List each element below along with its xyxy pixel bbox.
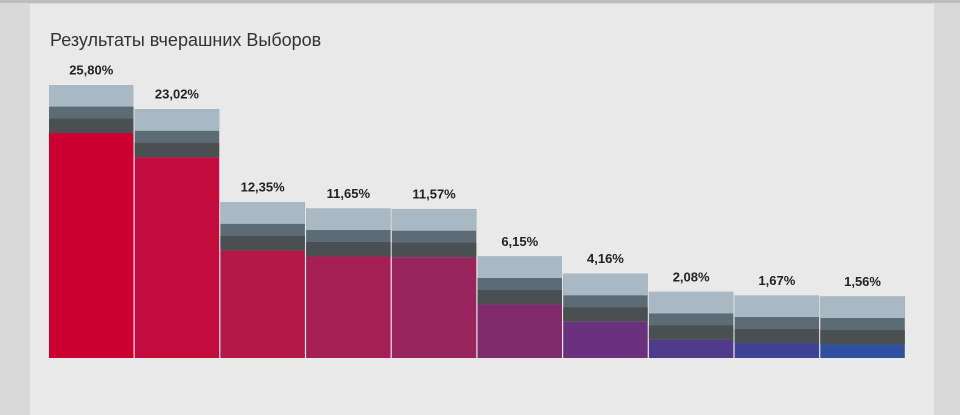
bar-image-ground xyxy=(220,235,305,251)
bar xyxy=(49,133,134,358)
bar-image-sky xyxy=(734,295,820,318)
bar-image-ground xyxy=(563,307,648,322)
bar xyxy=(477,304,562,358)
bar-image-sky xyxy=(648,291,734,314)
value-label: 25,80% xyxy=(69,62,114,77)
bar xyxy=(563,321,648,358)
bar-image-ground xyxy=(306,242,391,257)
bar-image-sky xyxy=(820,296,905,318)
value-label: 12,35% xyxy=(241,180,286,195)
bar-image-sky xyxy=(306,208,391,231)
value-label: 6,15% xyxy=(501,234,538,249)
value-label: 1,56% xyxy=(844,274,881,289)
bar-image-sky xyxy=(563,273,648,296)
value-label: 11,57% xyxy=(412,187,456,202)
bar-image-ground xyxy=(477,289,562,305)
value-label: 11,65% xyxy=(327,186,371,201)
value-label: 23,02% xyxy=(155,87,200,102)
value-label: 4,16% xyxy=(587,251,624,266)
bar-image-sky xyxy=(391,209,477,231)
chart-title: Результаты вчерашних Выборов xyxy=(50,30,321,50)
bar xyxy=(391,257,477,358)
bar-image-ground xyxy=(648,325,734,340)
bar-image-ground xyxy=(49,118,134,134)
bar-image-ground xyxy=(391,242,477,258)
value-label: 1,67% xyxy=(758,273,795,288)
bar-image-ground xyxy=(734,329,820,344)
bar-image-sky xyxy=(134,109,220,131)
bar xyxy=(306,256,391,358)
bar xyxy=(220,250,305,358)
bar-image-sky xyxy=(220,202,305,224)
top-border xyxy=(0,0,960,3)
bar xyxy=(734,343,820,358)
bar xyxy=(820,344,905,358)
bar-image-sky xyxy=(477,256,562,278)
bar-image-ground xyxy=(134,142,220,158)
bar-image-ground xyxy=(820,329,905,345)
bar xyxy=(648,339,734,358)
bar-image-sky xyxy=(49,85,134,107)
value-label: 2,08% xyxy=(673,269,710,284)
bar xyxy=(134,157,220,358)
